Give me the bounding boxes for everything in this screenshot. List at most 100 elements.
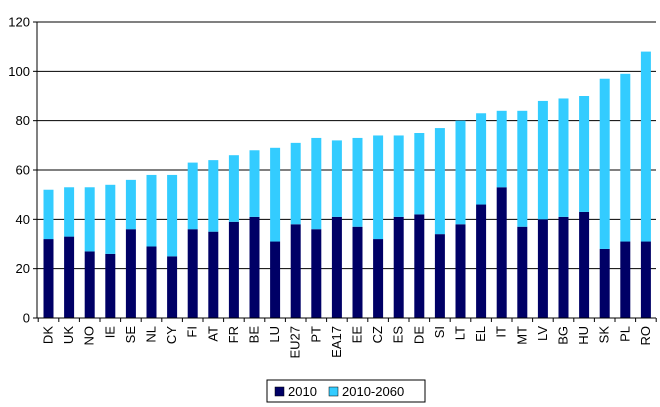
bars-layer: [43, 51, 651, 318]
bar-CY-2010-2060: [167, 174, 178, 257]
bar-RO-2010-2060: [640, 51, 651, 242]
bar-UK-2010: [64, 236, 75, 318]
bar-UK-2010-2060: [64, 187, 75, 237]
bar-IE-2010: [105, 253, 116, 318]
legend-swatch-2010: [274, 386, 285, 397]
x-tick-label: DE: [411, 326, 426, 344]
bar-CZ-2010-2060: [373, 135, 384, 240]
bar-LU-2010: [270, 241, 281, 318]
bar-HU-2010-2060: [579, 96, 590, 212]
legend-label: 2010-2060: [342, 384, 404, 399]
x-tick-label: NO: [82, 326, 97, 346]
y-tick-label: 80: [16, 113, 30, 128]
x-tick-label: RO: [638, 326, 653, 346]
bar-ES-2010: [393, 216, 404, 318]
legend: 2010 2010-2060: [266, 379, 426, 403]
y-tick-label: 100: [8, 64, 30, 79]
bar-NL-2010: [146, 246, 157, 318]
x-tick-label: AT: [205, 326, 220, 342]
x-tick-label: CZ: [370, 326, 385, 343]
bar-EE-2010: [352, 226, 363, 318]
bar-SI-2010-2060: [434, 128, 445, 235]
bar-BE-2010: [249, 216, 260, 318]
bar-IT-2010-2060: [496, 110, 507, 188]
legend-label: 2010: [288, 384, 317, 399]
bar-DE-2010: [414, 214, 425, 318]
x-tick-label: BG: [556, 326, 571, 345]
x-tick-label: FR: [226, 326, 241, 343]
bar-BG-2010: [558, 216, 569, 318]
x-tick-label: SI: [432, 326, 447, 338]
bar-PT-2010: [311, 229, 322, 318]
bar-RO-2010: [640, 241, 651, 318]
bar-SE-2010: [125, 229, 136, 318]
bar-LV-2010: [537, 219, 548, 318]
x-tick-label: ES: [391, 326, 406, 344]
x-tick-label: SK: [597, 326, 612, 344]
bar-NO-2010-2060: [84, 187, 95, 252]
bar-PL-2010: [620, 241, 631, 318]
x-tick-label: CY: [164, 326, 179, 344]
bar-MT-2010: [517, 226, 528, 318]
y-tick-label: 60: [16, 163, 30, 178]
bar-SK-2010: [599, 248, 610, 318]
bar-BE-2010-2060: [249, 150, 260, 217]
bar-LU-2010-2060: [270, 147, 281, 242]
bar-SE-2010-2060: [125, 179, 136, 230]
x-tick-label: SE: [123, 326, 138, 344]
x-tick-label: MT: [514, 326, 529, 345]
y-tick-label: 20: [16, 261, 30, 276]
bar-EA17-2010-2060: [331, 140, 342, 217]
x-tick-label: EA17: [329, 326, 344, 358]
axes-layer: [33, 21, 657, 322]
bar-BG-2010-2060: [558, 98, 569, 217]
bar-LT-2010-2060: [455, 120, 466, 225]
bar-EL-2010-2060: [476, 113, 487, 205]
x-tick-label: PL: [617, 326, 632, 342]
y-tick-label: 40: [16, 212, 30, 227]
bar-HU-2010: [579, 211, 590, 318]
x-tick-label: LU: [267, 326, 282, 343]
bar-EL-2010: [476, 204, 487, 318]
bar-FI-2010: [187, 229, 198, 318]
bar-EU27-2010-2060: [290, 142, 301, 225]
bar-AT-2010-2060: [208, 160, 219, 232]
bar-SI-2010: [434, 234, 445, 318]
y-tick-label: 120: [8, 15, 30, 30]
bar-ES-2010-2060: [393, 135, 404, 217]
bar-MT-2010-2060: [517, 110, 528, 227]
y-tick-label: 0: [23, 311, 30, 326]
x-tick-label: PT: [308, 326, 323, 343]
x-tick-label: DK: [41, 326, 56, 344]
x-tick-label: IT: [494, 326, 509, 338]
bar-PL-2010-2060: [620, 73, 631, 242]
bar-LT-2010: [455, 224, 466, 318]
bar-EU27-2010: [290, 224, 301, 318]
x-tick-label: IE: [102, 326, 117, 339]
bar-LV-2010-2060: [537, 100, 548, 220]
x-tick-label: LV: [535, 326, 550, 341]
x-tick-label: HU: [576, 326, 591, 345]
bar-NL-2010-2060: [146, 174, 157, 247]
x-tick-label: EL: [473, 326, 488, 342]
bar-FR-2010: [228, 221, 239, 318]
bar-EE-2010-2060: [352, 137, 363, 227]
bar-FI-2010-2060: [187, 162, 198, 230]
x-tick-label: EE: [350, 326, 365, 344]
x-tick-label: BE: [247, 326, 262, 344]
bar-SK-2010-2060: [599, 78, 610, 249]
bar-IT-2010: [496, 187, 507, 318]
bar-AT-2010: [208, 231, 219, 318]
x-tick-label: NL: [144, 326, 159, 343]
bar-EA17-2010: [331, 216, 342, 318]
labels-layer: 0 20 40 60 80 100 120 DK UK NO IE SE NL CY FI AT FR BE LU E…: [8, 15, 653, 359]
x-tick-label: LT: [453, 326, 468, 340]
bar-CZ-2010: [373, 239, 384, 318]
x-tick-label: UK: [61, 326, 76, 344]
grid-layer: [37, 21, 656, 270]
bar-NO-2010: [84, 251, 95, 318]
x-tick-label: EU27: [288, 326, 303, 359]
x-tick-label: FI: [185, 326, 200, 338]
